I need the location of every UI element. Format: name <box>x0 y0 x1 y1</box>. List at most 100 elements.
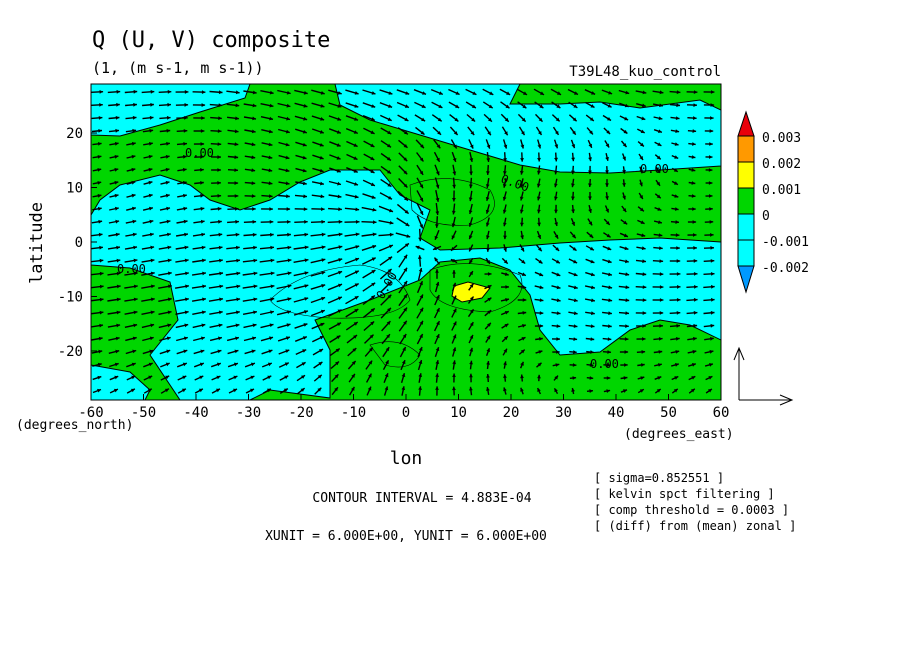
wind-vector-head <box>321 258 326 262</box>
wind-vector-head <box>573 311 578 316</box>
wind-vector-head <box>676 246 680 250</box>
wind-vector-head <box>269 323 274 328</box>
wind-vector-head <box>676 103 680 108</box>
wind-vector-head <box>251 142 256 147</box>
wind-vector-head <box>472 91 477 95</box>
wind-vector-head <box>302 142 307 147</box>
wind-vector-head <box>386 321 391 325</box>
wind-vector-head <box>404 209 409 214</box>
wind-vector-head <box>418 268 423 272</box>
wind-vector-head <box>337 91 342 95</box>
wind-vector-head <box>520 158 524 162</box>
wind-vector-head <box>691 194 696 198</box>
wind-vector-head <box>536 183 541 188</box>
wind-vector-head <box>184 90 189 94</box>
wind-vector-head <box>133 310 138 315</box>
wind-vector-head <box>304 297 309 301</box>
wind-vector-head <box>659 103 663 108</box>
wind-vector-head <box>320 309 325 314</box>
wind-vector-head <box>402 347 406 351</box>
wind-vector-head <box>503 158 507 162</box>
wind-vector-head <box>235 90 240 95</box>
wind-vector-head <box>418 347 423 351</box>
wind-vector-head <box>320 322 325 327</box>
wind-vector-head <box>370 156 375 160</box>
wind-vector-head <box>234 168 238 172</box>
wind-vector-head <box>184 232 188 237</box>
wind-vector-head <box>236 258 240 263</box>
wind-vector-head <box>452 321 457 326</box>
wind-vector-head <box>355 245 360 249</box>
wind-vector-head <box>639 389 644 393</box>
wind-vector-head <box>403 144 408 148</box>
wind-vector-head <box>657 207 662 211</box>
wind-vector-head <box>589 117 594 121</box>
wind-vector-head <box>114 167 119 172</box>
wind-vector-head <box>97 168 102 172</box>
wind-vector-head <box>388 104 393 108</box>
wind-vector-head <box>656 181 660 186</box>
wind-vector-head <box>675 350 680 354</box>
wind-vector-head <box>694 285 698 289</box>
wind-vector-head <box>522 285 527 289</box>
wind-vector-head <box>133 89 138 94</box>
wind-vector-head <box>269 194 273 198</box>
wind-vector-head <box>710 272 715 276</box>
wind-vector-head <box>303 194 307 199</box>
wind-vector-head <box>218 90 223 95</box>
wind-vector-head <box>251 349 256 354</box>
wind-vector-head <box>555 117 560 122</box>
wind-vector-head <box>625 272 630 277</box>
wind-vector-head <box>625 285 630 290</box>
wind-vector-head <box>554 157 558 162</box>
wind-vector-head <box>692 220 697 224</box>
wind-vector-head <box>371 257 376 261</box>
wind-vector-head <box>98 336 103 341</box>
wind-vector-head <box>335 361 339 366</box>
colorbar-label: 0.003 <box>762 131 801 146</box>
wind-vector-head <box>287 271 292 276</box>
y-tick-label: 20 <box>66 126 83 142</box>
note-line: [ sigma=0.852551 ] <box>594 471 724 485</box>
wind-vector-head <box>233 362 238 367</box>
wind-vector-head <box>201 103 206 107</box>
colorbar-label: 0.002 <box>762 157 801 172</box>
wind-vector-head <box>355 220 360 224</box>
wind-vector-head <box>386 334 390 339</box>
wind-vector-head <box>403 307 407 312</box>
wind-vector-head <box>625 324 629 328</box>
wind-vector-head <box>354 91 359 95</box>
wind-vector-head <box>605 196 609 200</box>
wind-vector-head <box>286 336 290 340</box>
wind-vector-head <box>659 298 664 302</box>
wind-vector-head <box>235 219 239 224</box>
wind-vector-head <box>519 170 524 175</box>
wind-vector-head <box>605 170 609 174</box>
wind-vector-head <box>266 388 271 393</box>
wind-vector-head <box>451 223 456 228</box>
wind-vector-head <box>710 233 714 237</box>
wind-vector-head <box>201 232 205 237</box>
wind-vector-head <box>268 168 273 173</box>
wind-vector-head <box>519 183 524 188</box>
wind-vector-head <box>418 373 423 377</box>
wind-vector-head <box>183 206 188 211</box>
wind-vector-head <box>537 247 542 252</box>
wind-vector-head <box>421 104 426 108</box>
wind-vector-head <box>250 388 254 393</box>
wind-vector-head <box>301 362 306 366</box>
wind-vector-head <box>319 349 323 353</box>
colorbar-label: 0.001 <box>762 183 801 198</box>
wind-vector-head <box>98 232 103 237</box>
wind-vector-head <box>285 181 290 186</box>
wind-vector-head <box>623 389 627 393</box>
x-tick-label: -40 <box>183 405 208 421</box>
wind-vector-head <box>252 336 256 341</box>
wind-vector-head <box>436 321 440 326</box>
wind-vector-head <box>471 104 476 108</box>
wind-vector-head <box>421 117 426 122</box>
wind-vector-head <box>166 141 170 146</box>
wind-vector-head <box>659 259 664 263</box>
wind-vector-head <box>487 131 491 136</box>
y-axis: 20 10 0 -10 -20 <box>58 126 97 360</box>
